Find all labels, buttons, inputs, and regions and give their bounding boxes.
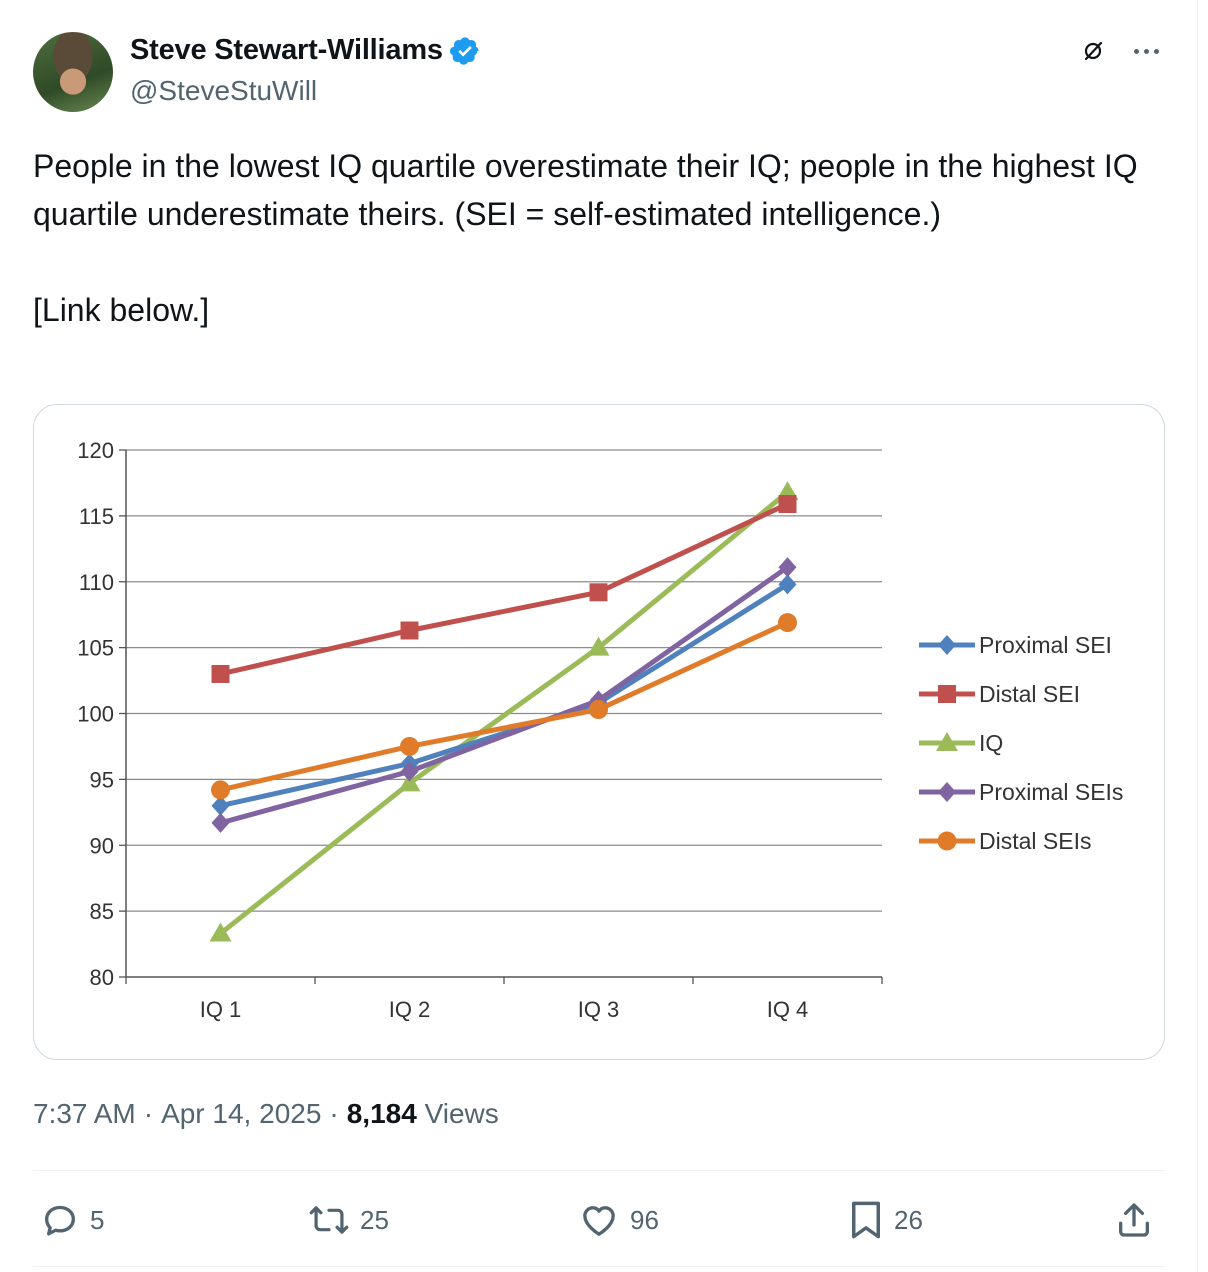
reply-count: 5 xyxy=(90,1204,105,1235)
divider xyxy=(33,1170,1165,1171)
legend-label: Proximal SEI xyxy=(979,632,1112,658)
avatar[interactable] xyxy=(33,32,113,112)
reply-icon xyxy=(45,1205,76,1236)
legend-marker xyxy=(938,685,956,703)
x-tick-label: IQ 4 xyxy=(767,997,809,1022)
tweet-time[interactable]: 7:37 AM xyxy=(33,1098,136,1129)
verified-badge-icon xyxy=(449,36,479,65)
bookmark-count: 26 xyxy=(894,1204,923,1235)
data-point xyxy=(398,772,421,792)
tweet-date[interactable]: Apr 14, 2025 xyxy=(161,1098,322,1129)
like-button[interactable]: 96 xyxy=(578,1198,659,1242)
share-button[interactable] xyxy=(1114,1198,1154,1242)
y-tick-label: 115 xyxy=(79,504,114,529)
y-tick-label: 95 xyxy=(90,767,114,792)
series-distal-sei xyxy=(211,495,797,683)
y-tick-label: 110 xyxy=(79,570,114,595)
author-display-name[interactable]: Steve Stewart-Williams xyxy=(130,34,443,66)
data-point xyxy=(778,557,797,578)
legend-label: Distal SEIs xyxy=(979,828,1091,854)
data-point xyxy=(400,621,419,640)
y-tick-label: 80 xyxy=(90,965,114,990)
repost-button[interactable]: 25 xyxy=(308,1198,389,1242)
data-point xyxy=(778,495,797,514)
legend-marker xyxy=(938,782,956,802)
author-name-row: Steve Stewart-Williams xyxy=(130,34,481,67)
legend-label: IQ xyxy=(979,730,1003,756)
legend-marker xyxy=(937,831,957,851)
more-options-icon[interactable] xyxy=(1126,36,1166,66)
series-line xyxy=(219,501,789,677)
x-tick-label: IQ 3 xyxy=(578,997,620,1022)
bookmark-icon xyxy=(852,1201,880,1239)
legend-label: Distal SEI xyxy=(979,681,1080,707)
divider xyxy=(33,1266,1165,1267)
data-point xyxy=(778,613,797,633)
data-point xyxy=(211,780,230,800)
legend-marker xyxy=(938,635,956,655)
reply-button[interactable]: 5 xyxy=(40,1198,104,1242)
y-tick-label: 120 xyxy=(77,438,114,463)
legend-label: Proximal SEIs xyxy=(979,779,1123,805)
author-handle[interactable]: @SteveStuWill xyxy=(130,75,318,106)
meta-separator: · xyxy=(143,1098,154,1129)
x-tick-label: IQ 2 xyxy=(389,997,431,1022)
data-point xyxy=(211,664,230,683)
data-point xyxy=(778,574,797,595)
tweet-text-line: [Link below.] xyxy=(33,292,210,328)
grok-icon[interactable] xyxy=(1078,36,1108,66)
repost-count: 25 xyxy=(360,1204,389,1235)
y-tick-label: 90 xyxy=(90,833,114,858)
legend-entry: Distal SEI xyxy=(919,681,1080,707)
meta-separator: · xyxy=(329,1098,339,1129)
y-tick-label: 85 xyxy=(90,899,114,924)
data-point xyxy=(211,795,230,816)
legend-marker xyxy=(936,732,958,751)
line-chart: 80 85 90 95 100 105 110 115 120 IQ 1 IQ 2 IQ 3 IQ 4 P… xyxy=(77,438,1123,1022)
like-count: 96 xyxy=(630,1204,659,1235)
series-line xyxy=(218,490,790,936)
tweet-media-image[interactable]: 80 85 90 95 100 105 110 115 120 IQ 1 IQ 2 IQ 3 IQ 4 P… xyxy=(33,404,1165,1060)
series-line xyxy=(219,565,789,826)
y-tick-label: 105 xyxy=(77,636,114,661)
legend-entry: IQ xyxy=(919,730,1003,756)
tweet-meta: 7:37 AM · Apr 14, 2025 · 8,184 Views xyxy=(33,1098,499,1130)
data-point xyxy=(209,922,232,942)
series-iq xyxy=(209,481,799,942)
legend-entry: Distal SEIs xyxy=(919,828,1091,854)
data-point xyxy=(400,761,419,782)
bookmark-button[interactable]: 26 xyxy=(848,1198,923,1242)
series-proximal-seis xyxy=(211,557,797,833)
tweet-text-line: People in the lowest IQ quartile overest… xyxy=(33,148,1138,232)
x-tick-label: IQ 1 xyxy=(200,997,242,1022)
legend-entry: Proximal SEI xyxy=(919,632,1112,658)
data-point xyxy=(589,583,608,602)
tweet-text: People in the lowest IQ quartile overest… xyxy=(33,142,1153,334)
repost-icon xyxy=(309,1206,349,1234)
share-icon xyxy=(1119,1203,1149,1237)
legend-entry: Proximal SEIs xyxy=(919,779,1123,805)
data-point xyxy=(587,636,610,656)
views-count: 8,184 xyxy=(346,1098,417,1129)
views-label: Views xyxy=(424,1098,499,1129)
series-distal-seis xyxy=(211,613,797,800)
y-tick-label: 100 xyxy=(77,702,114,727)
data-point xyxy=(211,812,230,833)
heart-icon xyxy=(583,1206,615,1236)
data-point xyxy=(589,700,608,720)
series-line xyxy=(219,620,789,793)
data-point xyxy=(400,736,419,756)
